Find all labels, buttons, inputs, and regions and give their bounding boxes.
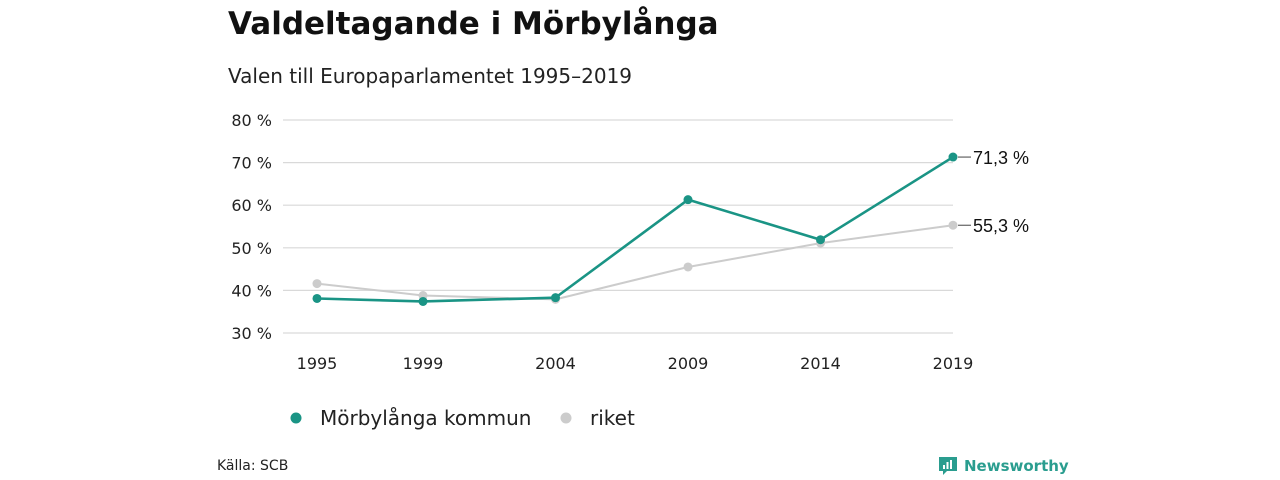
- x-tick-label: 2019: [933, 354, 974, 373]
- y-tick-label: 40 %: [231, 281, 272, 300]
- data-point: [683, 262, 693, 272]
- y-tick-label: 50 %: [231, 239, 272, 258]
- brand-logo: Newsworthy: [938, 456, 1069, 476]
- bar-chart-icon: [939, 457, 957, 475]
- data-point: [683, 195, 693, 205]
- x-tick-label: 2009: [668, 354, 709, 373]
- legend-label: Mörbylånga kommun: [320, 406, 531, 430]
- chart-title: Valdeltagande i Mörbylånga: [228, 6, 719, 42]
- chart-subtitle: Valen till Europaparlamentet 1995–2019: [228, 64, 633, 88]
- legend-marker: [290, 412, 302, 424]
- y-tick-label: 80 %: [231, 111, 272, 130]
- data-point: [551, 293, 560, 303]
- line-chart: 30 % 40 % 50 % 60 % 70 % 80 % 1995 1999 2004 2009…: [231, 111, 1029, 430]
- end-value-label: 55,3 %: [973, 216, 1029, 236]
- series-line: [316, 224, 954, 301]
- x-tick-label: 2014: [800, 354, 841, 373]
- brand-name: Newsworthy: [964, 457, 1069, 475]
- end-value-label: 71,3 %: [973, 148, 1029, 168]
- legend-marker: [560, 412, 572, 424]
- data-point: [816, 235, 825, 245]
- data-point: [312, 293, 322, 303]
- x-tick-label: 1995: [297, 354, 338, 373]
- y-tick-label: 30 %: [231, 324, 272, 343]
- data-point: [418, 296, 428, 306]
- data-point: [312, 279, 322, 289]
- y-tick-label: 70 %: [231, 154, 272, 173]
- x-tick-label: 2004: [535, 354, 576, 373]
- source-note: Källa: SCB: [217, 458, 289, 474]
- legend-label: riket: [590, 406, 635, 430]
- x-tick-label: 1999: [403, 354, 444, 373]
- data-point: [948, 220, 958, 230]
- data-point: [948, 152, 958, 162]
- y-tick-label: 60 %: [231, 196, 272, 215]
- series-line: [316, 155, 954, 303]
